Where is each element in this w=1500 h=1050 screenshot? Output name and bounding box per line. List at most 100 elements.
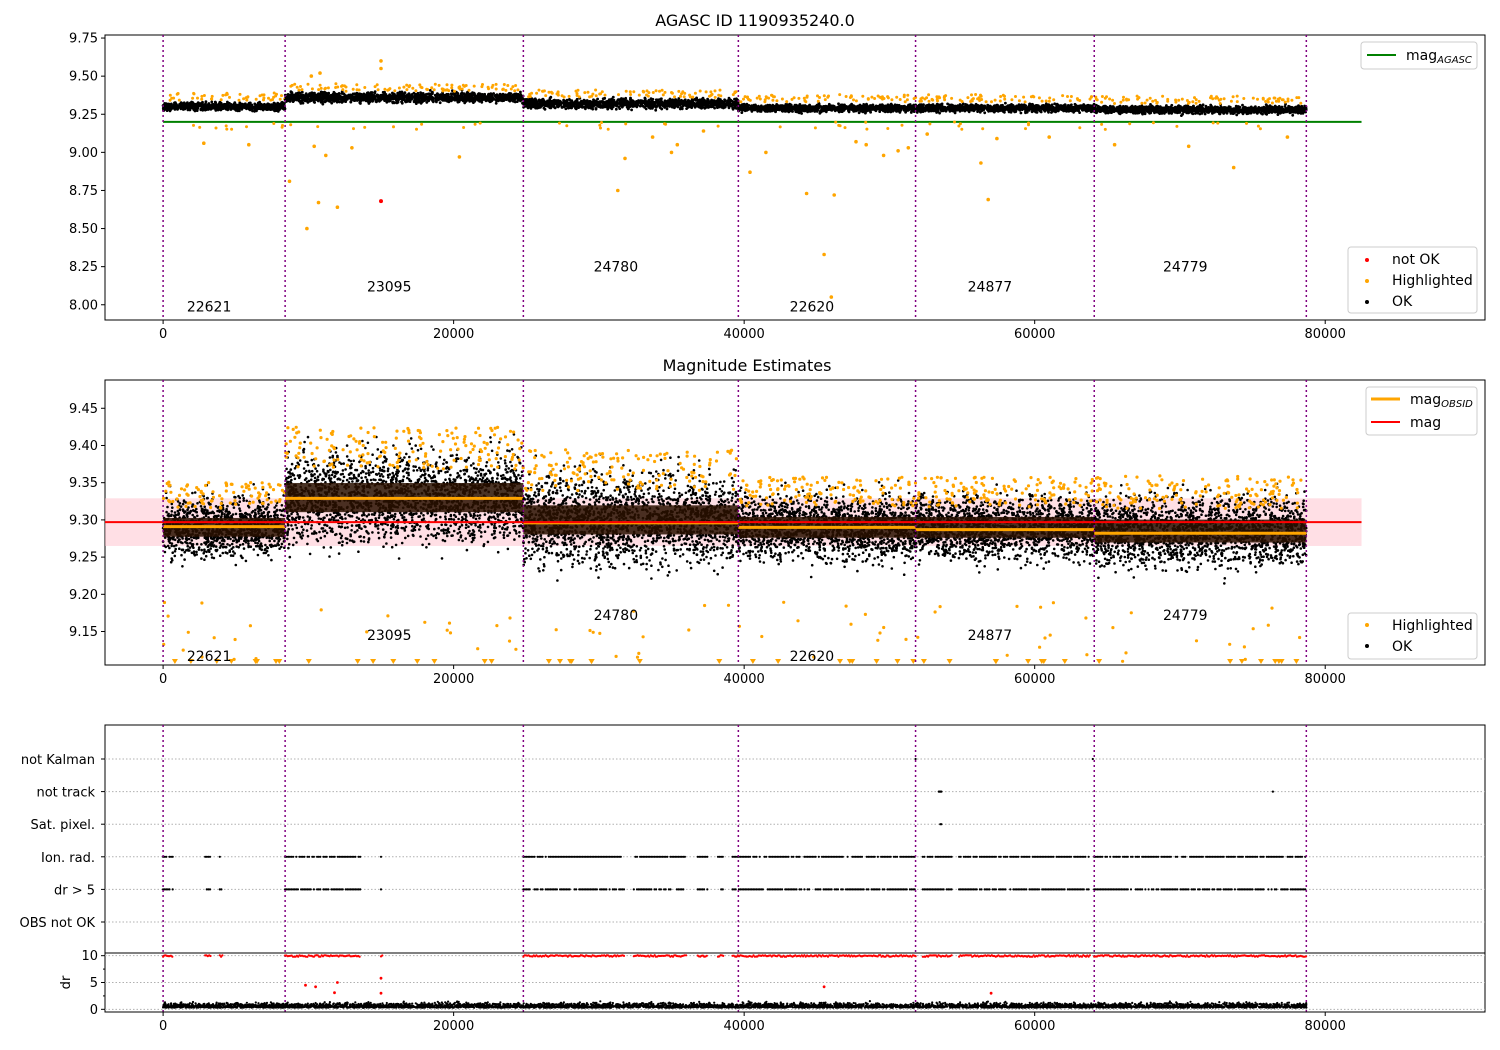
highlighted-point (718, 88, 722, 92)
ok-point (643, 97, 647, 101)
ok-point (537, 106, 541, 110)
ok-point (630, 108, 633, 112)
ok-point (544, 103, 548, 107)
highlighted-point (854, 99, 858, 103)
ok-point (742, 104, 746, 108)
highlighted-point (363, 125, 367, 129)
ok-point (253, 102, 257, 106)
ok-point (200, 106, 204, 110)
highlighted-point (873, 97, 877, 100)
ok-point (890, 109, 894, 112)
ok-point (391, 101, 395, 105)
y-tick-label: 9.25 (69, 108, 98, 123)
highlighted-point (513, 89, 517, 93)
highlighted-point (192, 123, 195, 127)
highlighted-point (583, 91, 587, 95)
highlighted-point (823, 98, 827, 102)
ok-point (575, 105, 578, 109)
ok-point (901, 105, 905, 109)
ok-point (400, 100, 403, 104)
highlighted-point (716, 124, 720, 128)
ok-point (497, 97, 500, 101)
ok-point (261, 104, 265, 108)
highlighted-point (775, 99, 779, 103)
ok-point (851, 107, 855, 111)
highlighted-point (537, 88, 541, 92)
ok-point (207, 102, 211, 105)
highlighted-point (864, 120, 868, 124)
highlighted-point (478, 121, 482, 125)
ok-point (246, 103, 250, 107)
ok-point (210, 100, 214, 104)
highlighted-point (501, 88, 505, 91)
highlighted-point (679, 94, 682, 98)
highlighted-point (352, 127, 355, 131)
highlighted-point (577, 95, 581, 99)
ok-point (335, 93, 339, 97)
ok-point (174, 104, 178, 107)
ok-point (418, 96, 422, 99)
ok-point (218, 101, 222, 104)
ok-point (578, 103, 582, 106)
ok-point (222, 103, 226, 106)
ok-point (865, 102, 868, 106)
ok-point (203, 106, 207, 110)
highlighted-point (816, 99, 820, 103)
ok-point (457, 100, 461, 104)
highlighted-point (426, 88, 429, 91)
highlighted-point (594, 94, 598, 98)
ok-point (228, 106, 232, 110)
ok-point (326, 97, 329, 101)
ok-point (794, 108, 797, 112)
ok-point (643, 106, 646, 109)
highlighted-point (341, 88, 345, 92)
ok-point (702, 103, 706, 107)
highlighted-point (682, 95, 686, 99)
ok-point (362, 94, 366, 98)
highlighted-point (272, 95, 276, 99)
ok-point (475, 95, 479, 99)
ok-point (574, 99, 578, 103)
highlighted-point (245, 98, 249, 102)
highlighted-point (816, 94, 819, 98)
highlighted-point (355, 88, 359, 92)
ok-point (585, 101, 589, 105)
ok-point (323, 90, 326, 94)
highlighted-point (278, 97, 282, 101)
ok-point (650, 100, 654, 104)
ok-point (910, 106, 913, 110)
ok-point (634, 100, 638, 104)
highlighted-point (870, 95, 874, 99)
highlighted-point (804, 100, 808, 104)
ok-point (772, 107, 776, 111)
ok-point (534, 99, 538, 103)
ok-point (320, 91, 323, 95)
ok-point (225, 106, 229, 109)
ok-point (706, 97, 709, 101)
ok-point (428, 97, 432, 101)
ok-point (831, 108, 835, 111)
highlighted-point (219, 98, 223, 102)
highlighted-point (490, 85, 494, 89)
highlighted-point (670, 91, 674, 95)
highlighted-point (642, 90, 646, 94)
ok-point (787, 109, 791, 113)
highlighted-point (457, 86, 461, 90)
highlighted-point (245, 125, 248, 129)
highlighted-point (617, 93, 620, 97)
x-tick-label: 80000 (1305, 327, 1346, 342)
highlighted-point (176, 92, 180, 96)
highlighted-point (598, 123, 602, 127)
ok-point (355, 94, 359, 97)
ok-point (753, 106, 757, 110)
ok-point (404, 94, 407, 98)
ok-point (733, 103, 737, 107)
highlighted-point (742, 97, 745, 101)
highlighted-point (200, 94, 204, 98)
chart-title: AGASC ID 1190935240.0 (655, 11, 855, 30)
highlighted-point (677, 89, 681, 93)
ok-point (165, 109, 169, 112)
highlighted-point (486, 85, 490, 89)
ok-point (371, 96, 375, 100)
